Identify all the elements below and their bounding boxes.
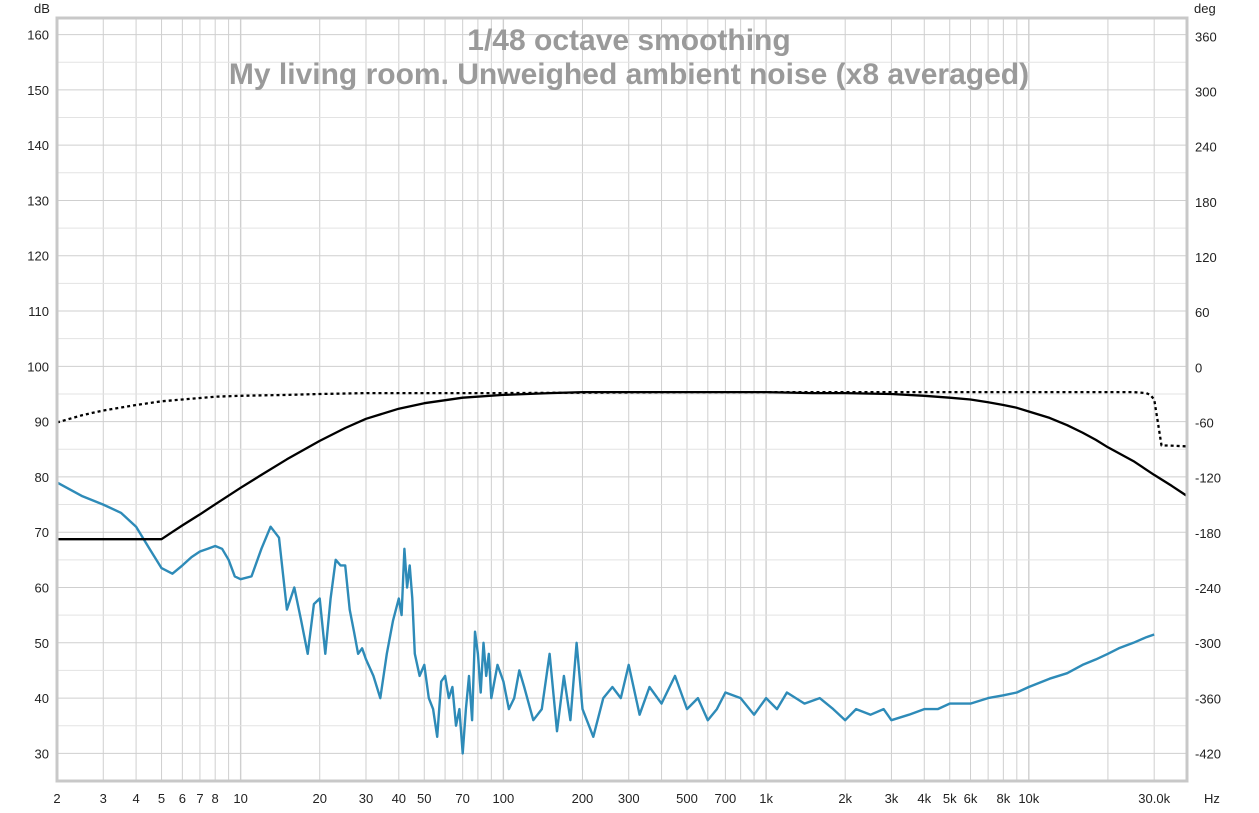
x-tick-label: 10k <box>1018 791 1039 806</box>
x-tick-label: 20 <box>312 791 326 806</box>
y-tick-label-left: 40 <box>35 691 49 706</box>
y-tick-label-left: 150 <box>27 83 49 98</box>
plot-frame <box>55 16 1189 783</box>
x-tick-label: 100 <box>493 791 515 806</box>
y-tick-label-right: -120 <box>1195 471 1221 486</box>
y-tick-label-right: -420 <box>1195 746 1221 761</box>
y-tick-label-left: 100 <box>27 359 49 374</box>
y-tick-label-right: 300 <box>1195 85 1217 100</box>
x-tick-label: 7 <box>196 791 203 806</box>
x-tick-label: 70 <box>455 791 469 806</box>
y-tick-label-left: 30 <box>35 746 49 761</box>
y-tick-label-left: 70 <box>35 525 49 540</box>
y-unit-right: deg <box>1194 1 1216 16</box>
y-tick-label-right: 0 <box>1195 360 1202 375</box>
series-line-1 <box>56 481 1155 755</box>
x-unit: Hz <box>1204 791 1220 806</box>
y-unit-left: dB <box>34 1 50 16</box>
x-tick-label: 200 <box>572 791 594 806</box>
x-tick-label: 4k <box>917 791 931 806</box>
y-tick-label-left: 130 <box>27 193 49 208</box>
chart-subtitle: My living room. Unweighed ambient noise … <box>229 58 1029 91</box>
x-tick-label: 700 <box>715 791 737 806</box>
x-tick-label: 30.0k <box>1138 791 1170 806</box>
x-tick-label: 300 <box>618 791 640 806</box>
y-tick-label-left: 120 <box>27 249 49 264</box>
y-tick-label-right: -60 <box>1195 415 1214 430</box>
x-tick-label: 6 <box>179 791 186 806</box>
y-tick-label-left: 80 <box>35 470 49 485</box>
x-tick-label: 30 <box>359 791 373 806</box>
x-tick-label: 6k <box>964 791 978 806</box>
y-tick-label-right: 240 <box>1195 140 1217 155</box>
x-tick-label: 3k <box>885 791 899 806</box>
y-tick-label-left: 90 <box>35 415 49 430</box>
x-tick-label: 3 <box>100 791 107 806</box>
y-tick-label-left: 50 <box>35 636 49 651</box>
y-tick-label-right: 360 <box>1195 29 1217 44</box>
x-tick-label: 10 <box>233 791 247 806</box>
y-tick-label-left: 60 <box>35 580 49 595</box>
x-tick-label: 5k <box>943 791 957 806</box>
y-tick-label-right: -360 <box>1195 691 1221 706</box>
y-tick-label-right: -240 <box>1195 581 1221 596</box>
x-tick-label: 50 <box>417 791 431 806</box>
x-tick-label: 5 <box>158 791 165 806</box>
y-tick-label-right: -300 <box>1195 636 1221 651</box>
x-tick-label: 500 <box>676 791 698 806</box>
y-tick-label-right: 120 <box>1195 250 1217 265</box>
y-tick-label-left: 140 <box>27 138 49 153</box>
x-tick-label: 4 <box>132 791 139 806</box>
y-tick-label-right: 180 <box>1195 195 1217 210</box>
ticks: 2 3 4 5 6 7 8 10 20 30 40 50 70 100 200 300 500 700 1k 2k 3k… <box>27 28 1221 806</box>
y-tick-label-left: 110 <box>28 304 49 319</box>
x-tick-label: 8 <box>212 791 219 806</box>
series-layer <box>56 390 1188 755</box>
y-tick-label-right: -180 <box>1195 526 1221 541</box>
x-tick-label: 2 <box>53 791 60 806</box>
x-tick-label: 8k <box>996 791 1010 806</box>
chart-title: 1/48 octave smoothing <box>467 24 790 57</box>
x-tick-label: 1k <box>759 791 773 806</box>
x-tick-label: 2k <box>838 791 852 806</box>
y-tick-label-right: 60 <box>1195 305 1209 320</box>
x-tick-label: 40 <box>392 791 406 806</box>
y-tick-label-left: 160 <box>27 28 49 43</box>
